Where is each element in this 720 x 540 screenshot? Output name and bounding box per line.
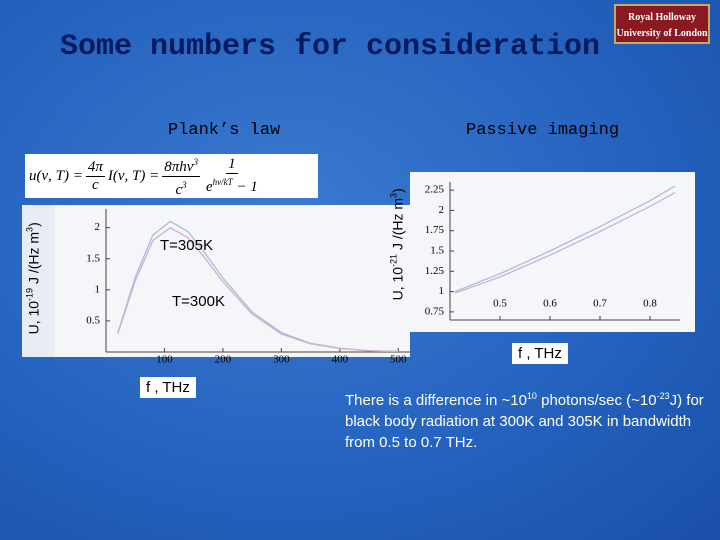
- formula-part: I(ν, T) =: [107, 167, 160, 184]
- text-part: 3: [388, 192, 399, 198]
- formula-part: 1: [226, 156, 238, 174]
- y-tick-label: 2: [95, 221, 101, 233]
- y-tick-label: 2.25: [425, 184, 445, 196]
- formula: u(ν, T) = 4π c I(ν, T) = 8πhν3 c3 1 ehν/kT …: [25, 154, 318, 198]
- plot-panel: [55, 205, 410, 357]
- text-part: 10: [526, 391, 537, 401]
- text-part: ): [25, 222, 42, 227]
- text-part: -21: [388, 253, 399, 267]
- fraction: 4π c: [85, 158, 105, 194]
- text-part: J /(Hz m: [25, 231, 42, 288]
- x-tick-label: 500: [390, 354, 407, 366]
- plot-panel: [410, 172, 695, 332]
- formula-part: 4π: [85, 158, 105, 177]
- label-panel: [22, 205, 55, 357]
- y-tick-label: 1: [439, 285, 445, 297]
- annotation: T=305K: [160, 237, 213, 254]
- formula-part: 3: [193, 156, 198, 167]
- text-part: -23: [656, 391, 670, 401]
- formula-part: u(ν, T) =: [29, 167, 83, 184]
- formula-part: 3: [182, 179, 187, 190]
- text-part: J /(Hz m: [389, 197, 406, 254]
- series-line: [454, 185, 676, 293]
- x-tick-label: 0.6: [543, 298, 557, 310]
- y-tick-label: 1.75: [425, 224, 445, 236]
- formula-part: e: [205, 179, 213, 195]
- text-part: U, 10: [25, 300, 42, 335]
- series-line: [117, 226, 399, 353]
- formula-part: − 1: [232, 179, 258, 195]
- chart-title: Plank’s law: [168, 121, 281, 140]
- text-part: 3: [24, 226, 35, 232]
- x-tick-label: 100: [156, 354, 173, 366]
- formula-part: kT: [223, 177, 233, 187]
- x-tick-label: 400: [332, 354, 349, 366]
- formula-part: hν: [212, 177, 222, 187]
- logo-line: Royal Holloway: [627, 12, 697, 23]
- chart-title: Passive imaging: [466, 121, 620, 140]
- y-tick-label: 0.75: [425, 305, 445, 317]
- fraction: 1 ehν/kT − 1: [205, 156, 258, 195]
- x-tick-label: 0.8: [643, 298, 657, 310]
- x-axis-label: f , THz: [512, 343, 568, 364]
- x-tick-label: 0.7: [593, 298, 607, 310]
- logo: Royal Holloway University of London: [614, 4, 710, 44]
- logo-line: University of London: [616, 28, 708, 39]
- text-part: J) for black body radiation at 300K and …: [345, 392, 704, 451]
- text-part: photons/sec (~10: [536, 392, 657, 409]
- formula-part: c: [175, 181, 183, 198]
- y-axis-label: U, 10-19 J /(Hz m3): [25, 193, 42, 363]
- formula-part: 8πhν: [164, 158, 194, 175]
- series-line: [454, 192, 676, 294]
- x-tick-label: 200: [215, 354, 232, 366]
- x-tick-label: 300: [273, 354, 290, 366]
- y-tick-label: 1: [95, 283, 101, 295]
- x-axis-label: f , THz: [140, 377, 196, 398]
- y-tick-label: 1.25: [425, 265, 445, 277]
- text-part: -19: [24, 287, 35, 301]
- y-tick-label: 1.5: [430, 245, 444, 257]
- text-part: There is a difference in ~10: [345, 392, 527, 409]
- title: Some numbers for consideration: [59, 30, 601, 64]
- x-tick-label: 0.5: [493, 298, 507, 310]
- text-part: ): [389, 188, 406, 193]
- formula-part: c: [92, 176, 99, 193]
- y-axis-label: U, 10-21 J /(Hz m3): [389, 159, 406, 329]
- fraction: 8πhν3 c3: [162, 154, 200, 199]
- y-tick-label: 2: [439, 204, 445, 216]
- text-part: U, 10: [389, 266, 406, 301]
- y-tick-label: 0.5: [86, 314, 100, 326]
- note: There is a difference in ~1010 photons/s…: [345, 386, 705, 453]
- annotation: T=300K: [172, 293, 225, 310]
- y-tick-label: 1.5: [86, 252, 100, 264]
